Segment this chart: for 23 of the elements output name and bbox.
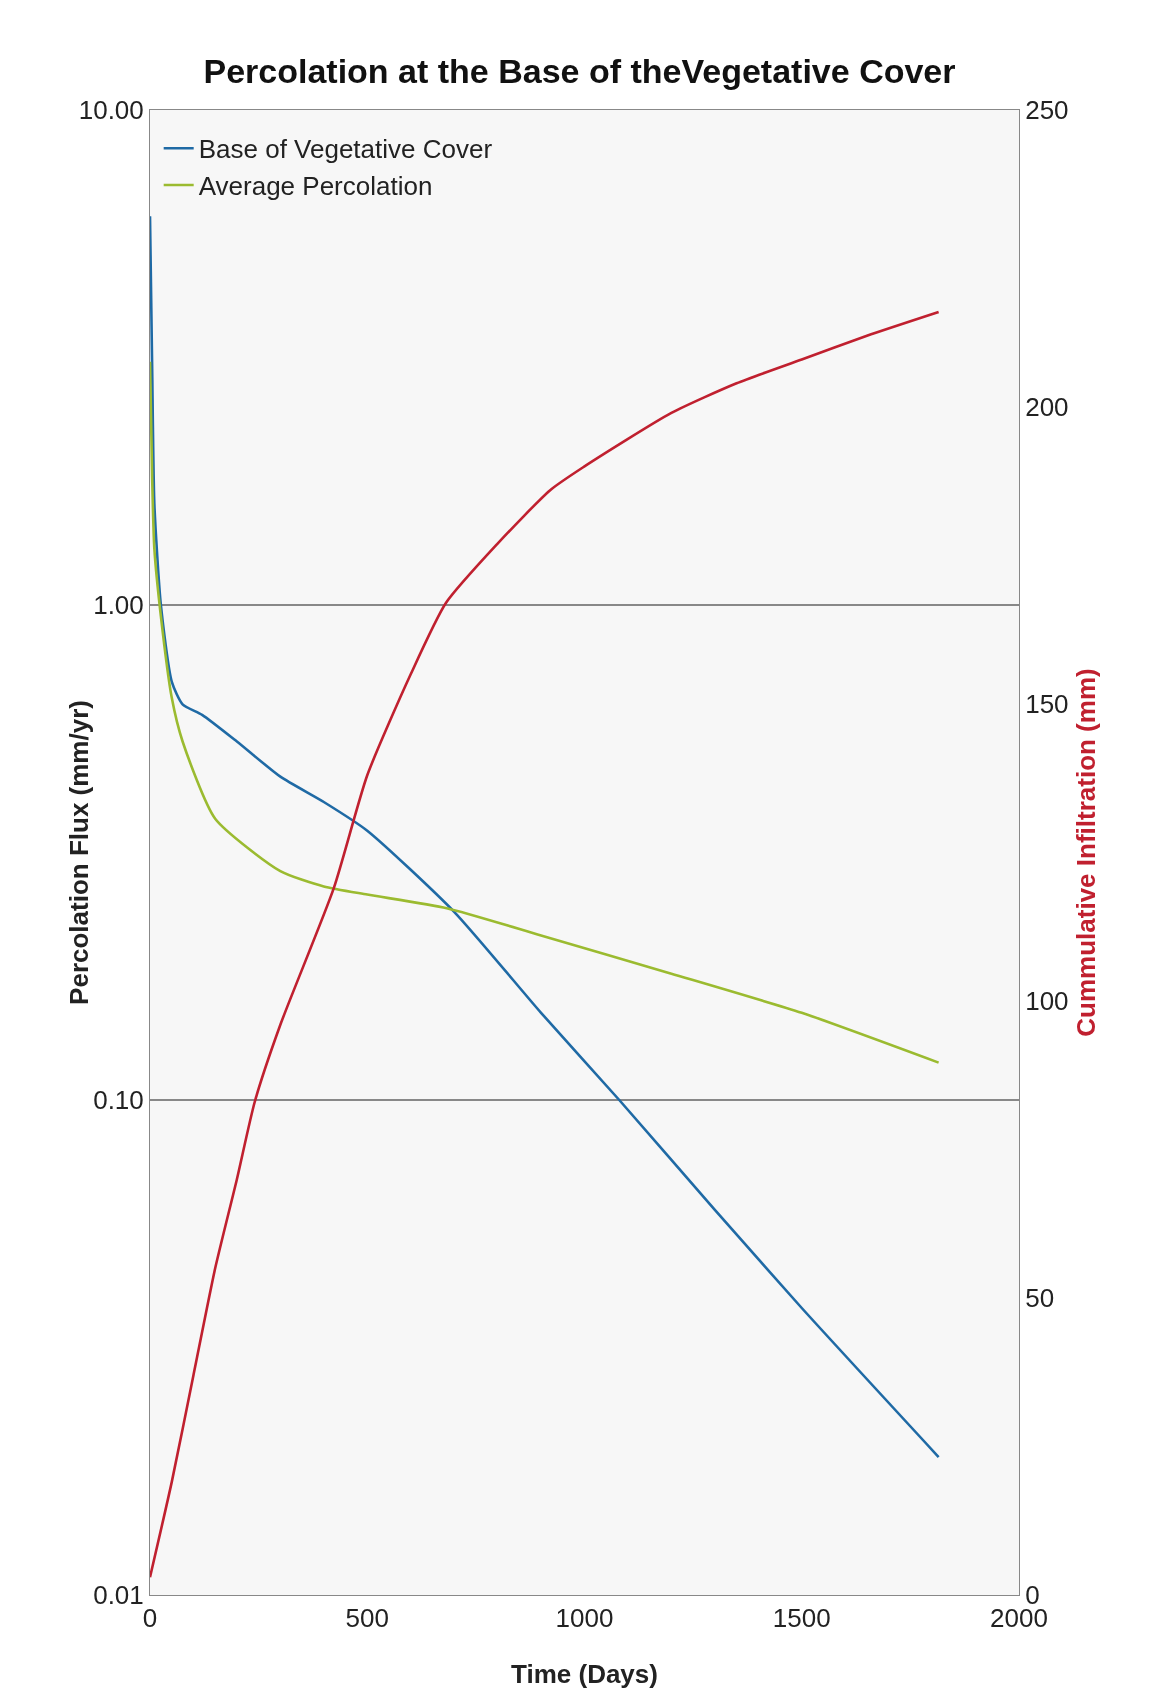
x-tick-label: 0 (142, 1603, 158, 1634)
y-tick-label: 0.10 (93, 1085, 144, 1116)
line-series (150, 214, 940, 1459)
y2-tick-label: 50 (1025, 1283, 1055, 1314)
line-series (150, 360, 940, 1064)
y2-tick-label: 200 (1025, 392, 1069, 423)
y-tick-label: 10.00 (78, 95, 144, 126)
y-axis-title: Percolation Flux (mm/yr) (64, 700, 94, 1005)
legend-label: Base of Vegetative Cover (198, 134, 493, 165)
y2-tick-label: 100 (1025, 986, 1069, 1017)
y2-axis-title: Cummulative Infiltration (mm) (1070, 668, 1101, 1037)
x-axis-title: Time (Days) (511, 1659, 658, 1689)
x-tick-label: 500 (345, 1603, 389, 1634)
x-tick-label: 2000 (990, 1603, 1048, 1634)
legend-label: Average Percolation (198, 171, 433, 202)
y2-tick-label: 250 (1025, 95, 1069, 126)
y2-tick-label: 150 (1025, 689, 1069, 720)
y-tick-label: 1.00 (93, 590, 144, 621)
x-tick-label: 1000 (555, 1603, 614, 1634)
x-tick-label: 1500 (772, 1603, 831, 1634)
y-tick-label: 0.01 (93, 1580, 144, 1611)
chart-title: Percolation at the Base of theVegetative Cover (203, 52, 956, 91)
line-series (150, 310, 940, 1579)
